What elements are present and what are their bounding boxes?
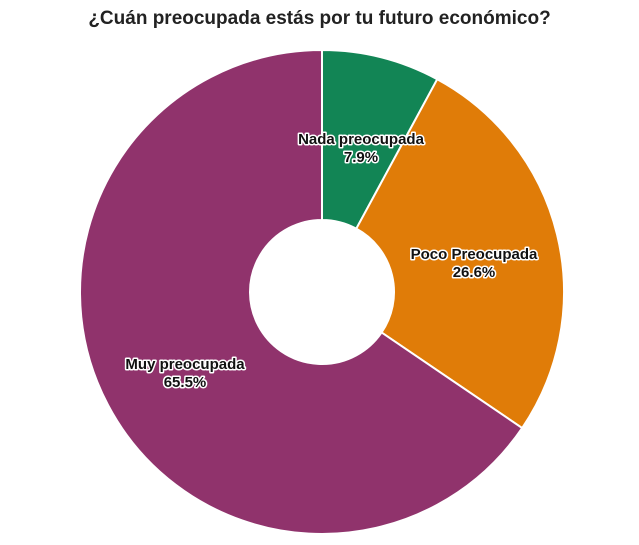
slice-muy-preocupada [79, 48, 524, 535]
slice-poco-preocupada [354, 77, 565, 430]
slice-label: Nada preocupada [298, 131, 425, 148]
slice-value-label: 65.5% [164, 374, 207, 391]
slice-value-label: 26.6% [453, 264, 496, 281]
chart-title: ¿Cuán preocupada estás por tu futuro eco… [88, 8, 551, 29]
slice-label: Poco Preocupada [411, 246, 538, 263]
slice-label: Muy preocupada [125, 356, 245, 373]
slice-value-label: 7.9% [344, 149, 378, 166]
